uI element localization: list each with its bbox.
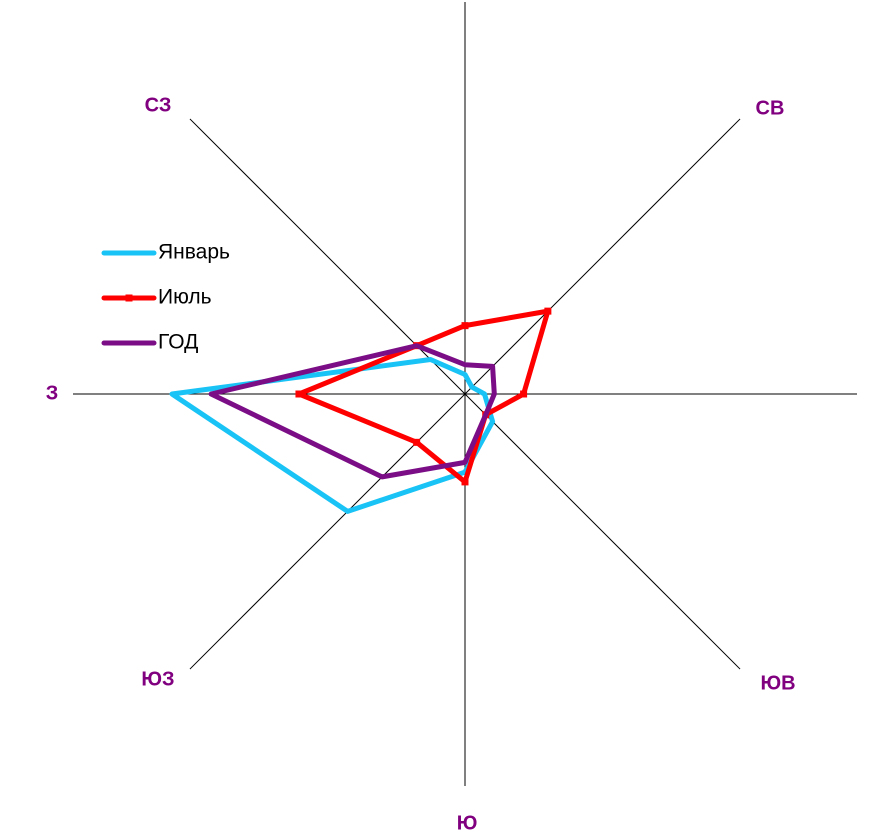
legend: Январь Июль ГОД: [101, 241, 230, 354]
direction-label-northwest: СЗ: [145, 94, 172, 116]
series-1-point-6: [295, 390, 303, 398]
direction-label-southeast: ЮВ: [760, 672, 795, 694]
legend-label-0: Январь: [158, 241, 230, 264]
series-1-point-1: [544, 307, 552, 315]
legend-label-2: ГОД: [158, 331, 198, 354]
series-1-point-0: [461, 322, 469, 330]
series-line-2: [208, 343, 497, 480]
series-layer: [169, 307, 552, 514]
legend-marker-1: [125, 294, 133, 302]
direction-label-southwest: ЮЗ: [141, 668, 174, 690]
series-1-point-5: [413, 438, 421, 446]
legend-label-1: Июль: [158, 286, 212, 309]
direction-labels: СВ ЮВ Ю ЮЗ З СЗ: [46, 94, 796, 834]
series-1-point-2: [520, 390, 528, 398]
axes: [73, 2, 857, 786]
direction-label-south: Ю: [457, 812, 478, 834]
axis-line-diagonal-nw-se: [189, 118, 741, 670]
direction-label-west: З: [46, 382, 59, 404]
series-line-0: [169, 357, 496, 514]
series-1-point-4: [461, 478, 469, 486]
direction-label-northeast: СВ: [756, 97, 785, 119]
